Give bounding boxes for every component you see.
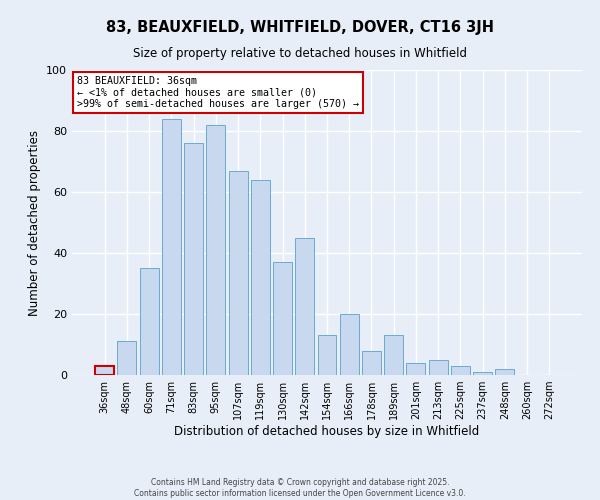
Bar bbox=[206, 125, 225, 375]
Bar bbox=[184, 143, 203, 375]
Bar bbox=[473, 372, 492, 375]
Text: Contains HM Land Registry data © Crown copyright and database right 2025.
Contai: Contains HM Land Registry data © Crown c… bbox=[134, 478, 466, 498]
Bar bbox=[362, 350, 381, 375]
Bar bbox=[229, 170, 248, 375]
X-axis label: Distribution of detached houses by size in Whitfield: Distribution of detached houses by size … bbox=[175, 425, 479, 438]
Bar bbox=[118, 342, 136, 375]
Bar bbox=[496, 369, 514, 375]
Bar bbox=[251, 180, 270, 375]
Text: 83 BEAUXFIELD: 36sqm
← <1% of detached houses are smaller (0)
>99% of semi-detac: 83 BEAUXFIELD: 36sqm ← <1% of detached h… bbox=[77, 76, 359, 110]
Bar bbox=[295, 238, 314, 375]
Bar bbox=[140, 268, 158, 375]
Bar bbox=[451, 366, 470, 375]
Bar bbox=[273, 262, 292, 375]
Bar bbox=[340, 314, 359, 375]
Bar bbox=[406, 363, 425, 375]
Bar bbox=[429, 360, 448, 375]
Y-axis label: Number of detached properties: Number of detached properties bbox=[28, 130, 41, 316]
Bar bbox=[384, 336, 403, 375]
Text: Size of property relative to detached houses in Whitfield: Size of property relative to detached ho… bbox=[133, 48, 467, 60]
Bar bbox=[95, 366, 114, 375]
Text: 83, BEAUXFIELD, WHITFIELD, DOVER, CT16 3JH: 83, BEAUXFIELD, WHITFIELD, DOVER, CT16 3… bbox=[106, 20, 494, 35]
Bar bbox=[162, 119, 181, 375]
Bar bbox=[317, 336, 337, 375]
